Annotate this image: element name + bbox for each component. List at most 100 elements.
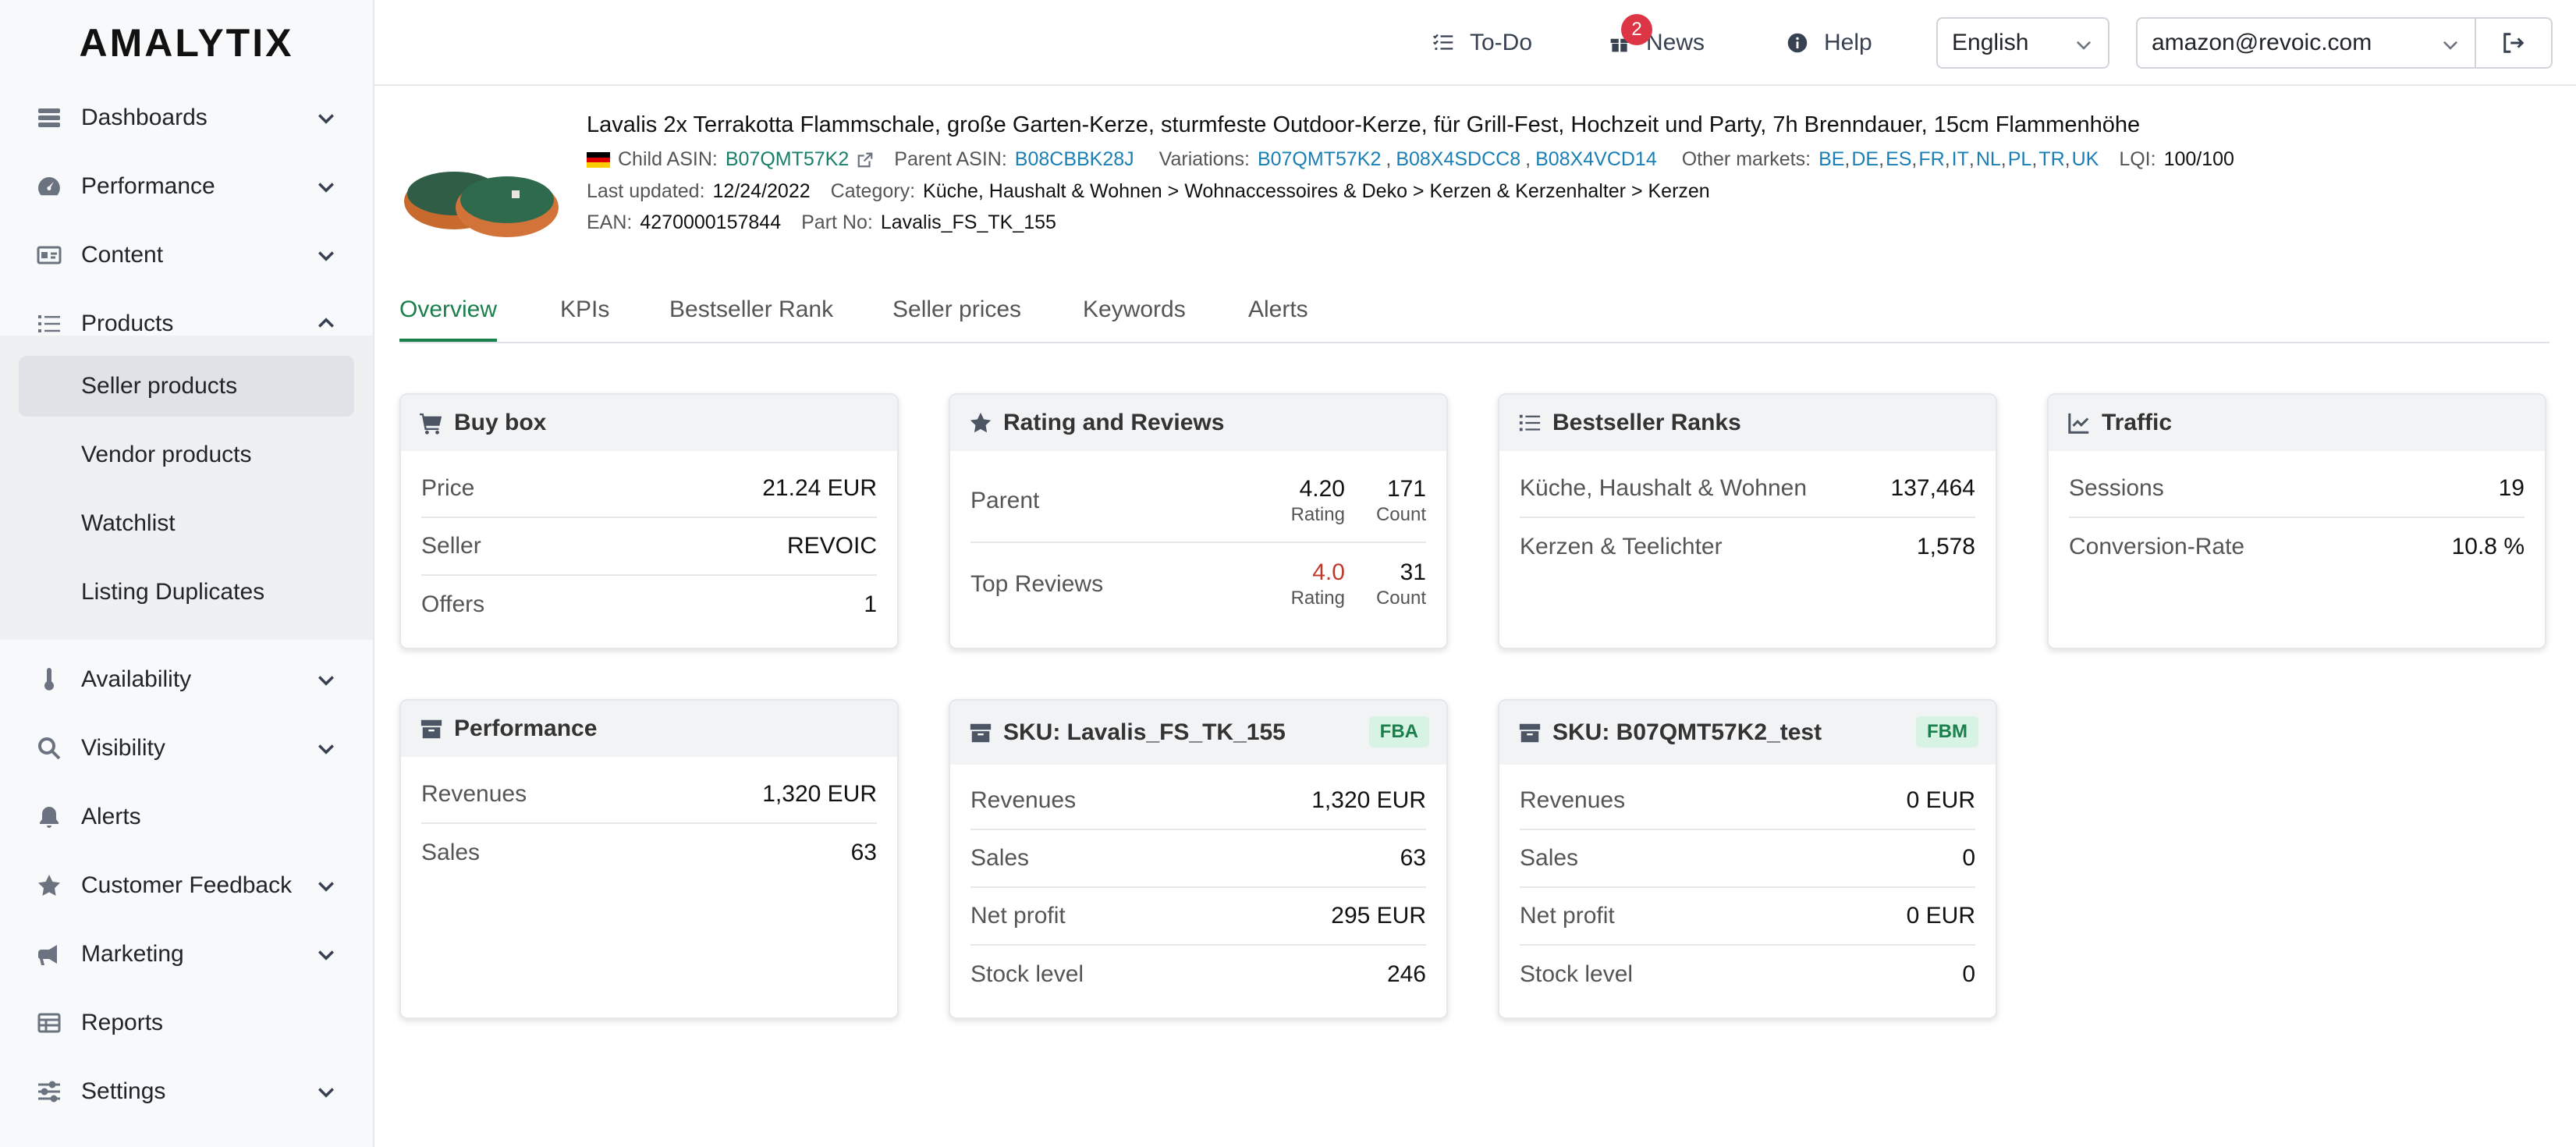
row-label: Sales	[1520, 845, 1579, 871]
market-link[interactable]: UK	[2071, 148, 2099, 170]
sidebar-item-label: Dashboards	[81, 105, 208, 130]
row-label: Sales	[421, 840, 481, 865]
rating-card: Rating and Reviews Parent 4.20 Rating 171…	[949, 393, 1448, 649]
star-icon	[970, 412, 992, 433]
product-image	[404, 172, 559, 237]
card-header: SKU: B07QMT57K2_test FBM	[1499, 701, 1996, 765]
info-icon	[1787, 33, 1808, 53]
row-label: Seller	[421, 533, 481, 559]
sidebar-item-visibility[interactable]: Visibility	[19, 717, 354, 779]
variation-link[interactable]: B08X4SDCC8	[1396, 148, 1521, 170]
tab-kpis[interactable]: KPIs	[560, 297, 610, 322]
traffic-title: Traffic	[2102, 410, 2173, 435]
sidebar-subitem-watchlist[interactable]: Watchlist	[81, 510, 176, 536]
row-label: Sales	[970, 845, 1030, 871]
sidebar-item-content[interactable]: Content	[19, 224, 354, 286]
todo-link[interactable]: To-Do	[1432, 23, 1532, 62]
market-link[interactable]: TR	[2038, 148, 2065, 170]
row-label: Kerzen & Teelichter	[1520, 534, 1723, 559]
gauge-icon	[36, 173, 62, 200]
card-header: Traffic	[2049, 395, 2545, 451]
megaphone-icon	[36, 941, 62, 968]
tab-overview[interactable]: Overview	[399, 297, 498, 342]
language-select[interactable]: English	[1936, 17, 2109, 69]
tab-seller-prices[interactable]: Seller prices	[892, 297, 1022, 322]
sku-row-stock-level: Stock level 246	[970, 946, 1426, 1003]
app-logo[interactable]: AMALYTIX	[79, 21, 294, 65]
sidebar-item-performance[interactable]: Performance	[19, 155, 354, 218]
traffic-card: Traffic Sessions 19 Conversion-Rate 10.8 %	[2047, 393, 2546, 649]
account-select[interactable]: amazon@revoic.com	[2136, 17, 2476, 69]
cart-icon	[420, 413, 442, 435]
sku-title: SKU: Lavalis_FS_TK_155	[1003, 719, 1286, 745]
sidebar-item-alerts[interactable]: Alerts	[19, 786, 354, 848]
sliders-icon	[36, 1078, 62, 1105]
parent-asin-label: Parent ASIN:	[894, 148, 1007, 170]
row-label: Sessions	[2069, 475, 2164, 501]
performance-row-revenues: Revenues 1,320 EUR	[421, 766, 877, 824]
market-link[interactable]: ES	[1886, 148, 1912, 170]
market-link[interactable]: BE	[1818, 148, 1845, 170]
variation-link[interactable]: B08X4VCD14	[1535, 148, 1657, 170]
help-label: Help	[1824, 30, 1872, 55]
sku-fba-card: SKU: Lavalis_FS_TK_155 FBA Revenues 1,320…	[949, 699, 1448, 1019]
sidebar-item-label: Content	[81, 242, 164, 268]
sidebar-item-customer-feedback[interactable]: Customer Feedback	[19, 854, 354, 917]
chevron-down-icon	[2440, 34, 2461, 55]
row-label: Price	[421, 475, 475, 501]
row-label: Stock level	[1520, 961, 1634, 987]
buybox-row-price: Price 21.24 EUR	[421, 460, 877, 518]
parent-asin-link[interactable]: B08CBBK28J	[1014, 148, 1134, 170]
logout-button[interactable]	[2475, 17, 2553, 69]
sidebar-subitem-vendor-products[interactable]: Vendor products	[81, 442, 252, 467]
category-value: Küche, Haushalt & Wohnen > Wohnaccessoir…	[923, 180, 1710, 202]
row-label: Top Reviews	[970, 571, 1104, 597]
table-icon	[36, 1010, 62, 1036]
language-value: English	[1952, 30, 2029, 55]
market-link[interactable]: IT	[1951, 148, 1969, 170]
count-value: 31	[1400, 559, 1426, 585]
chevron-down-icon	[315, 107, 337, 129]
tab-bestseller-rank[interactable]: Bestseller Rank	[669, 297, 834, 322]
tab-alerts[interactable]: Alerts	[1248, 297, 1308, 322]
rating-row-parent: Parent 4.20 Rating 171 Count	[970, 460, 1426, 543]
tab-keywords[interactable]: Keywords	[1083, 297, 1186, 322]
sidebar-item-availability[interactable]: Availability	[19, 648, 354, 711]
sku-row-sales: Sales 0	[1520, 830, 1975, 888]
ean-label: EAN:	[587, 211, 633, 233]
market-link[interactable]: FR	[1918, 148, 1945, 170]
row-value: 0	[1962, 845, 1975, 871]
market-link[interactable]: PL	[2007, 148, 2032, 170]
row-value: 295 EUR	[1331, 903, 1426, 929]
row-value: 1	[864, 591, 877, 617]
row-value: REVOIC	[786, 533, 877, 559]
row-value: 0 EUR	[1906, 787, 1975, 813]
card-header: Buy box	[401, 395, 897, 451]
sidebar-item-dashboards[interactable]: Dashboards	[19, 87, 354, 149]
performance-row-sales: Sales 63	[421, 824, 877, 882]
row-value: 21.24 EUR	[762, 475, 877, 501]
sidebar-item-reports[interactable]: Reports	[19, 992, 354, 1054]
sidebar-item-marketing[interactable]: Marketing	[19, 923, 354, 985]
sidebar-item-settings[interactable]: Settings	[19, 1060, 354, 1123]
market-link[interactable]: DE	[1851, 148, 1879, 170]
market-link[interactable]: NL	[1975, 148, 2001, 170]
row-value: 63	[1400, 845, 1426, 871]
part-no-label: Part No:	[801, 211, 873, 233]
row-label: Küche, Haushalt & Wohnen	[1520, 475, 1808, 501]
external-link-icon[interactable]	[857, 151, 874, 169]
row-value: 0 EUR	[1906, 903, 1975, 929]
variation-link[interactable]: B07QMT57K2	[1257, 148, 1382, 170]
sidebar-item-label: Availability	[81, 666, 192, 692]
sidebar-subitem-listing-duplicates[interactable]: Listing Duplicates	[81, 579, 265, 605]
news-link[interactable]: News	[1609, 23, 1705, 62]
sidebar-subitem-seller-products[interactable]: Seller products	[19, 356, 354, 417]
id-card-icon	[36, 242, 62, 268]
traffic-row-sessions: Sessions 19	[2069, 460, 2525, 518]
child-asin-link[interactable]: B07QMT57K2	[725, 148, 850, 170]
row-value: 63	[850, 840, 877, 865]
card-header: Rating and Reviews	[950, 395, 1446, 451]
help-link[interactable]: Help	[1787, 23, 1872, 62]
sidebar-item-products[interactable]: Products	[19, 293, 354, 355]
sku-row-net-profit: Net profit 0 EUR	[1520, 888, 1975, 946]
